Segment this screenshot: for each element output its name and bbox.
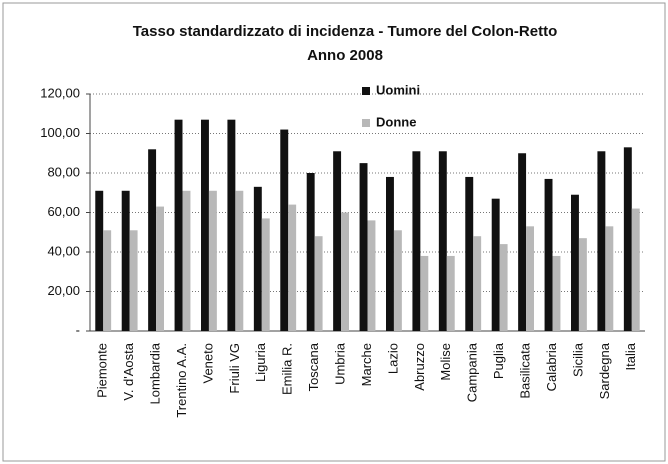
bar	[156, 206, 164, 331]
bar	[420, 255, 429, 331]
bar	[544, 178, 553, 331]
bar	[499, 244, 508, 331]
legend-swatch	[362, 87, 370, 95]
bar	[280, 129, 289, 331]
bar	[438, 151, 447, 331]
bar	[518, 153, 527, 331]
bar	[253, 186, 262, 331]
bar	[552, 255, 561, 331]
bar	[201, 119, 209, 331]
x-tick-label: Calabria	[544, 342, 559, 391]
x-tick-label: Campania	[465, 342, 480, 402]
bar	[571, 194, 579, 331]
x-tick-label: Piemonte	[95, 343, 110, 398]
bar	[121, 190, 130, 331]
x-tick-label: Liguria	[253, 342, 268, 382]
legend-label: Uomini	[376, 82, 420, 97]
bar	[359, 163, 368, 331]
x-tick-label: Toscana	[306, 342, 321, 391]
bar	[446, 255, 455, 331]
bar	[412, 151, 421, 331]
bar	[129, 230, 138, 331]
bar	[393, 230, 402, 331]
legend-label: Donne	[376, 114, 416, 129]
legend-swatch	[362, 119, 370, 127]
bar	[526, 226, 534, 331]
y-tick-label: 60,00	[47, 204, 80, 219]
bar	[631, 208, 640, 331]
x-tick-label: Molise	[438, 343, 453, 381]
x-tick-label: Lazio	[385, 343, 400, 374]
x-tick-label: Sicilia	[570, 342, 585, 377]
y-tick-label: 100,00	[40, 125, 80, 140]
x-tick-label: Lombardia	[148, 342, 163, 404]
x-tick-label: Veneto	[200, 343, 215, 384]
bar	[605, 226, 614, 331]
bar	[341, 212, 349, 331]
x-tick-label: Basilicata	[518, 342, 533, 398]
bar	[465, 176, 474, 331]
bar	[103, 230, 112, 331]
bar	[227, 119, 236, 331]
x-tick-label: Abruzzo	[412, 343, 427, 391]
bar	[306, 173, 315, 331]
bar	[148, 149, 157, 331]
bar	[261, 218, 270, 331]
y-tick-label: 80,00	[47, 164, 80, 179]
bar	[491, 198, 500, 331]
x-tick-label: Puglia	[491, 342, 506, 379]
y-tick-label: -	[76, 322, 80, 337]
bar	[623, 147, 632, 331]
x-tick-label: Friuli VG	[227, 343, 242, 394]
x-tick-label: Emilia R.	[280, 343, 295, 395]
bar	[314, 236, 323, 331]
bar	[333, 151, 342, 331]
bar	[473, 236, 482, 331]
x-tick-label: Umbria	[333, 342, 348, 385]
x-tick-label: Trentino A.A.	[174, 343, 189, 418]
y-tick-label: 120,00	[40, 85, 80, 100]
bar	[578, 238, 587, 331]
chart-subtitle: Anno 2008	[307, 47, 383, 64]
bar	[235, 190, 244, 331]
y-tick-label: 20,00	[47, 283, 80, 298]
x-tick-label: Italia	[623, 342, 638, 370]
x-tick-label: Marche	[359, 343, 374, 386]
bar	[386, 176, 394, 331]
bar	[288, 204, 297, 331]
chart-title: Tasso standardizzato di incidenza - Tumo…	[133, 23, 557, 40]
bar	[367, 220, 376, 331]
bar	[182, 190, 191, 331]
y-tick-label: 40,00	[47, 243, 80, 258]
x-tick-label: V. d'Aosta	[121, 342, 136, 400]
bar	[597, 151, 606, 331]
bar	[174, 119, 183, 331]
bar	[95, 190, 104, 331]
bar	[208, 190, 217, 331]
x-tick-label: Sardegna	[597, 342, 612, 399]
